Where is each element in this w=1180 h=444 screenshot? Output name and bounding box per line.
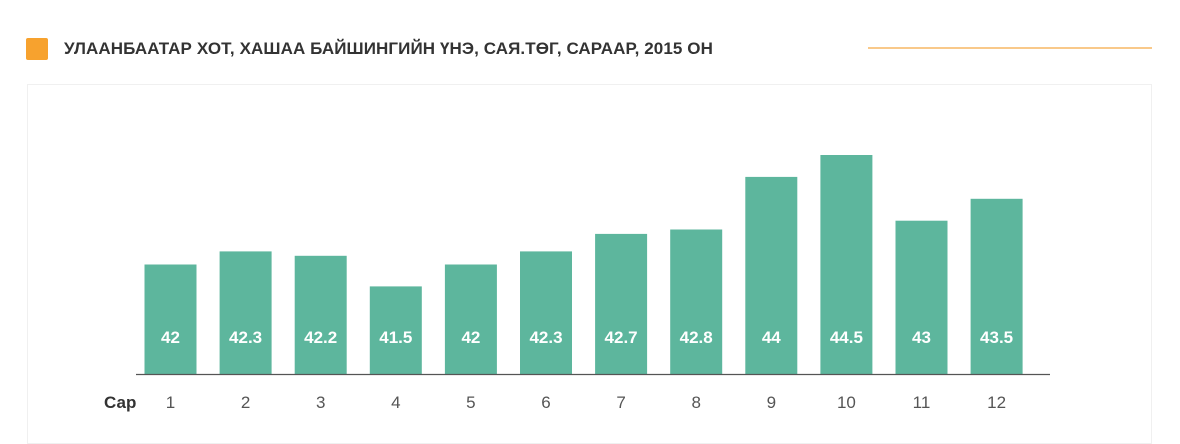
bar-10 bbox=[820, 155, 873, 374]
bar-3 bbox=[294, 255, 347, 374]
x-tick-label-8: 8 bbox=[691, 393, 700, 412]
bar-1 bbox=[144, 264, 197, 374]
data-label-12: 43.5 bbox=[980, 328, 1013, 347]
x-tick-label-1: 1 bbox=[166, 393, 175, 412]
bar-12 bbox=[970, 198, 1023, 374]
chart-title: УЛААНБААТАР ХОТ, ХАШАА БАЙШИНГИЙН ҮНЭ, С… bbox=[64, 39, 713, 58]
bar-6 bbox=[520, 251, 572, 374]
x-tick-label-9: 9 bbox=[767, 393, 776, 412]
data-label-9: 44 bbox=[762, 328, 781, 347]
x-tick-label-10: 10 bbox=[837, 393, 856, 412]
bar-5 bbox=[444, 264, 497, 374]
title-rule bbox=[868, 47, 1152, 49]
x-tick-label-5: 5 bbox=[466, 393, 475, 412]
x-tick-label-7: 7 bbox=[616, 393, 625, 412]
x-tick-label-4: 4 bbox=[391, 393, 400, 412]
bar-9 bbox=[745, 176, 798, 374]
data-label-6: 42.3 bbox=[529, 328, 562, 347]
bar-7 bbox=[595, 233, 648, 374]
data-label-8: 42.8 bbox=[680, 328, 713, 347]
x-tick-label-3: 3 bbox=[316, 393, 325, 412]
data-label-5: 42 bbox=[461, 328, 480, 347]
x-tick-label-6: 6 bbox=[541, 393, 550, 412]
bar-8 bbox=[670, 229, 723, 374]
x-tick-label-11: 11 bbox=[913, 393, 931, 412]
title-marker-icon bbox=[26, 38, 48, 60]
data-label-7: 42.7 bbox=[605, 328, 638, 347]
data-label-2: 42.3 bbox=[229, 328, 262, 347]
x-tick-label-12: 12 bbox=[987, 393, 1006, 412]
x-axis-label: Сар bbox=[104, 393, 136, 412]
bar-2 bbox=[219, 251, 272, 374]
bar-4 bbox=[369, 286, 422, 374]
data-label-10: 44.5 bbox=[830, 328, 863, 347]
data-label-1: 42 bbox=[161, 328, 180, 347]
data-label-11: 43 bbox=[912, 328, 931, 347]
data-label-4: 41.5 bbox=[379, 328, 412, 347]
bar-11 bbox=[895, 220, 948, 374]
x-tick-label-2: 2 bbox=[241, 393, 250, 412]
data-label-3: 42.2 bbox=[304, 328, 337, 347]
